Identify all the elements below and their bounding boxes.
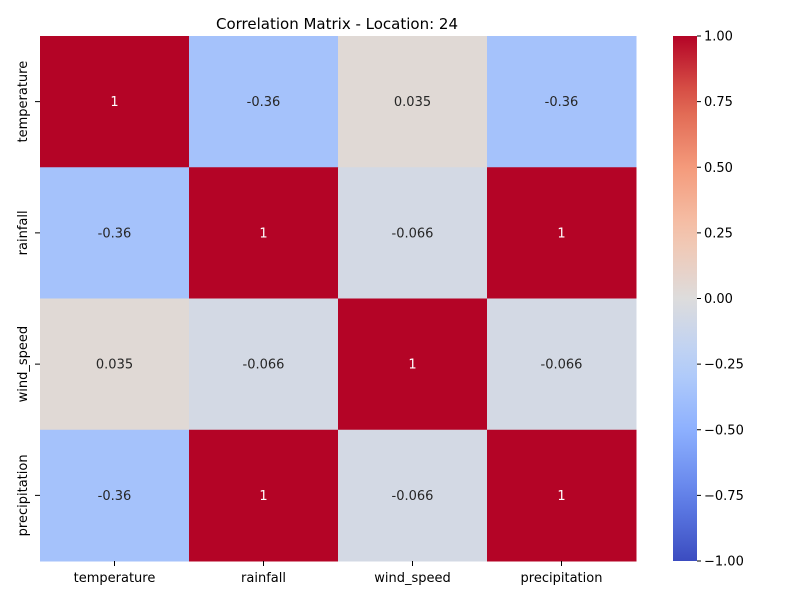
cell-annotation: 0.035: [394, 95, 431, 110]
heatmap-cell: [338, 429, 488, 562]
heatmap-cell: [189, 298, 339, 431]
heatmap-cell: [40, 36, 190, 168]
y-tick-label: temperature: [16, 61, 31, 143]
x-tick-label: temperature: [74, 571, 156, 586]
heatmap-cell: [189, 429, 339, 562]
colorbar-tick-label: −1.00: [704, 555, 744, 570]
cell-annotations: 1 -0.36 0.035 -0.36 -0.36 1 -0.066 1 0.035 -0.066…: [96, 95, 583, 504]
heatmap-cell: [338, 167, 488, 299]
cell-annotation: 1: [259, 489, 267, 504]
cell-annotation: -0.066: [392, 226, 434, 241]
x-tick-label: wind_speed: [374, 571, 451, 586]
cell-annotation: 1: [110, 95, 118, 110]
x-tick-label: rainfall: [241, 571, 286, 586]
heatmap-cell: [40, 167, 190, 299]
heatmap-cell: [487, 36, 637, 168]
heatmap-cell: [40, 298, 190, 431]
x-tick-label: precipitation: [521, 571, 603, 586]
heatmap-cell: [487, 298, 637, 431]
cell-annotation: -0.066: [541, 358, 583, 373]
y-tick-label: wind_speed: [16, 326, 31, 403]
heatmap-cell: [189, 167, 339, 299]
cell-annotation: -0.066: [243, 358, 285, 373]
heatmap-cell: [338, 298, 488, 431]
cell-annotation: -0.066: [392, 489, 434, 504]
colorbar-tick-label: −0.75: [704, 489, 744, 504]
colorbar-tick-label: −0.25: [704, 358, 744, 373]
y-tick-label: precipitation: [16, 454, 31, 536]
cell-annotation: 1: [557, 489, 565, 504]
cell-annotation: -0.36: [98, 489, 132, 504]
cell-annotation: -0.36: [247, 95, 281, 110]
cell-annotation: 1: [408, 358, 416, 373]
heatmap-cell: [189, 36, 339, 168]
cell-annotation: -0.36: [98, 226, 132, 241]
y-axis: temperature rainfall wind_speed precipitati…: [16, 61, 40, 536]
x-axis: temperature rainfall wind_speed precipitati…: [74, 561, 603, 586]
heatmap-cell: [40, 429, 190, 562]
heatmap-cell: [487, 167, 637, 299]
colorbar-tick-label: 0.00: [704, 292, 733, 307]
colorbar-tick-label: 0.25: [704, 226, 733, 241]
y-tick-label: rainfall: [16, 210, 31, 255]
heatmap-cell: [487, 429, 637, 562]
heatmap-cell: [338, 36, 488, 168]
colorbar-tick-label: 1.00: [704, 30, 733, 45]
colorbar-tick-label: −0.50: [704, 423, 744, 438]
cell-annotation: -0.36: [545, 95, 579, 110]
chart-title: Correlation Matrix - Location: 24: [216, 15, 458, 33]
colorbar-gradient: [673, 36, 697, 561]
cell-annotation: 0.035: [96, 358, 133, 373]
cell-annotation: 1: [557, 226, 565, 241]
colorbar-tick-label: 0.75: [704, 95, 733, 110]
colorbar: 1.00 0.75 0.50 0.25 0.00 −0.25 −0.50 −0.75 −1.00: [673, 30, 744, 570]
cell-annotation: 1: [259, 226, 267, 241]
heatmap-cells: [40, 36, 637, 562]
colorbar-tick-label: 0.50: [704, 161, 733, 176]
